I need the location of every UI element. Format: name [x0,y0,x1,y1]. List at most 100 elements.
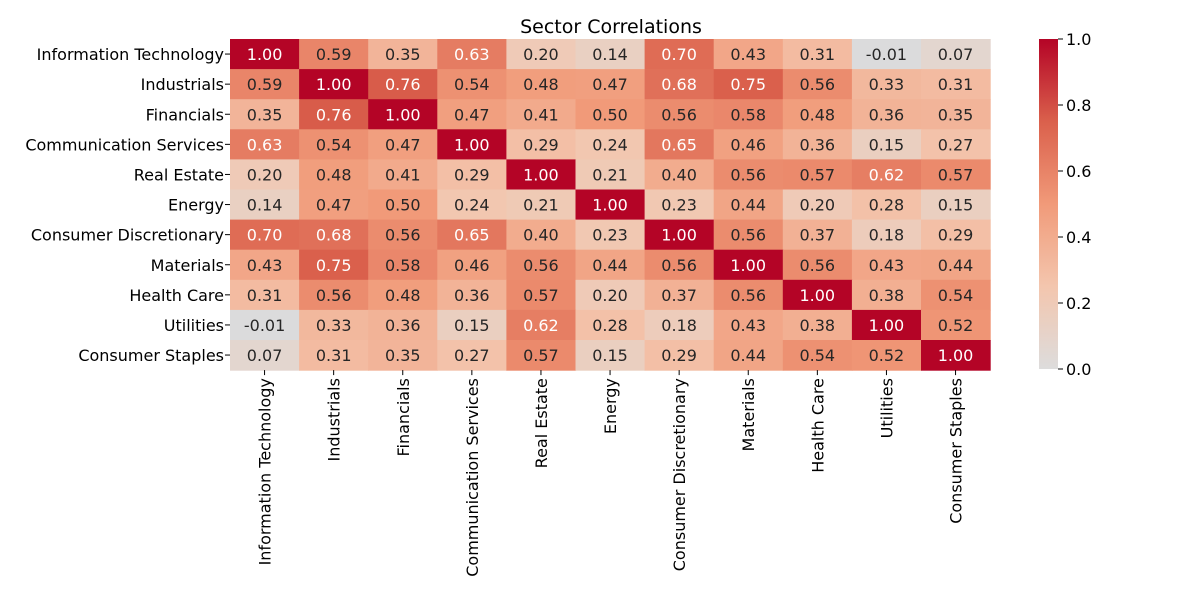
heatmap-cell [713,309,784,341]
heatmap-cell [644,129,715,160]
heatmap-cell [368,340,438,371]
colorbar-gradient [1039,39,1058,369]
heatmap-cell [368,159,438,191]
heatmap-cell [230,279,300,311]
heatmap-cell [851,279,922,311]
y-tick-label: Industrials [141,75,224,94]
y-tick-label: Real Estate [134,165,224,184]
cell-value-label: 0.44 [730,346,766,365]
cell-value-label: 0.57 [523,286,559,305]
y-tick-label: Communication Services [25,135,224,154]
heatmap-cell [230,69,300,100]
cell-value-label: 0.57 [523,346,559,365]
cell-value-label: 0.70 [247,226,283,245]
heatmap-cell [506,159,577,191]
heatmap-cell [230,39,300,70]
heatmap-cell [575,309,646,341]
cell-value-label: -0.01 [244,316,285,335]
cell-value-label: 0.59 [316,45,352,64]
cell-value-label: 0.57 [938,166,974,185]
cell-value-label: 0.65 [661,135,697,154]
cell-value-label: 0.50 [385,196,421,215]
heatmap-cell [782,129,853,160]
cell-value-label: 0.36 [869,105,905,124]
cell-value-label: 0.41 [385,166,421,185]
cell-value-label: 0.14 [592,45,628,64]
cell-value-label: 0.47 [592,75,628,94]
heatmap-cell [644,189,715,221]
cell-value-label: 0.62 [869,166,905,185]
heatmap-cell [368,69,438,100]
heatmap-cell [921,309,991,341]
cell-value-label: 0.43 [247,256,283,275]
heatmap-cell [437,69,507,100]
heatmap-cell [921,69,991,100]
cell-value-label: 0.58 [730,105,766,124]
heatmap-cell [299,279,369,311]
heatmap-cell [851,340,922,371]
heatmap-cell [368,129,438,160]
cell-value-label: 1.00 [523,166,559,185]
heatmap-cell [230,129,300,160]
heatmap-cell [851,159,922,191]
cell-value-label: 0.33 [869,75,905,94]
heatmap-cell [506,69,577,100]
cell-value-label: 0.07 [938,45,974,64]
cell-value-label: 0.31 [938,75,974,94]
heatmap-cell [506,189,577,221]
cell-value-label: 0.65 [454,226,490,245]
heatmap-cell [575,219,646,251]
heatmap-cell [230,219,300,251]
cell-value-label: 0.35 [385,45,421,64]
cell-value-label: 0.29 [938,226,974,245]
cell-value-label: 0.40 [661,166,697,185]
heatmap-cell [644,99,715,130]
cell-value-label: 0.23 [661,196,697,215]
heatmap-cell [368,249,438,281]
heatmap-cell [851,219,922,251]
cell-value-label: 0.48 [799,105,835,124]
cell-value-label: 0.27 [454,346,490,365]
cell-value-label: 0.70 [661,45,697,64]
cell-value-label: 0.48 [385,286,421,305]
heatmap-cell [575,340,646,371]
cell-value-label: 0.44 [730,196,766,215]
heatmap-cell [299,159,369,191]
row-labels: Information Technology Industrials Financi… [25,45,230,365]
column-labels: Information Technology Industrials Financi… [256,370,966,577]
heatmap-cell [299,69,369,100]
heatmap-cell [644,340,715,371]
heatmap-cell [851,39,922,70]
heatmap-cell [506,279,577,311]
cell-value-label: 0.63 [454,45,490,64]
cell-value-label: 0.50 [592,105,628,124]
heatmap-cell [575,159,646,191]
heatmap-cell [782,69,853,100]
cell-value-label: 0.57 [799,166,835,185]
cell-value-label: 0.68 [661,75,697,94]
heatmap-cell [437,99,507,130]
heatmap-cell [575,129,646,160]
heatmap-cell [644,69,715,100]
heatmap-cell [782,159,853,191]
heatmap-cell [368,279,438,311]
x-tick-label: Real Estate [532,378,551,468]
heatmap-cell [506,309,577,341]
heatmap-cell [713,69,784,100]
heatmap-cell [230,189,300,221]
cell-value-label: 0.43 [730,316,766,335]
cell-value-label: 0.56 [316,286,352,305]
cell-value-label: 1.00 [938,346,974,365]
heatmap-cell [368,219,438,251]
cell-value-label: 0.18 [869,226,905,245]
heatmap-cell [299,249,369,281]
heatmap-cell [921,99,991,130]
cell-value-label: 0.33 [316,316,352,335]
cell-value-label: 0.54 [938,286,974,305]
heatmap-cell [230,249,300,281]
x-tick-label: Information Technology [256,378,275,565]
cell-value-label: 0.28 [869,196,905,215]
heatmap-cell [299,189,369,221]
heatmap-cell [921,39,991,70]
